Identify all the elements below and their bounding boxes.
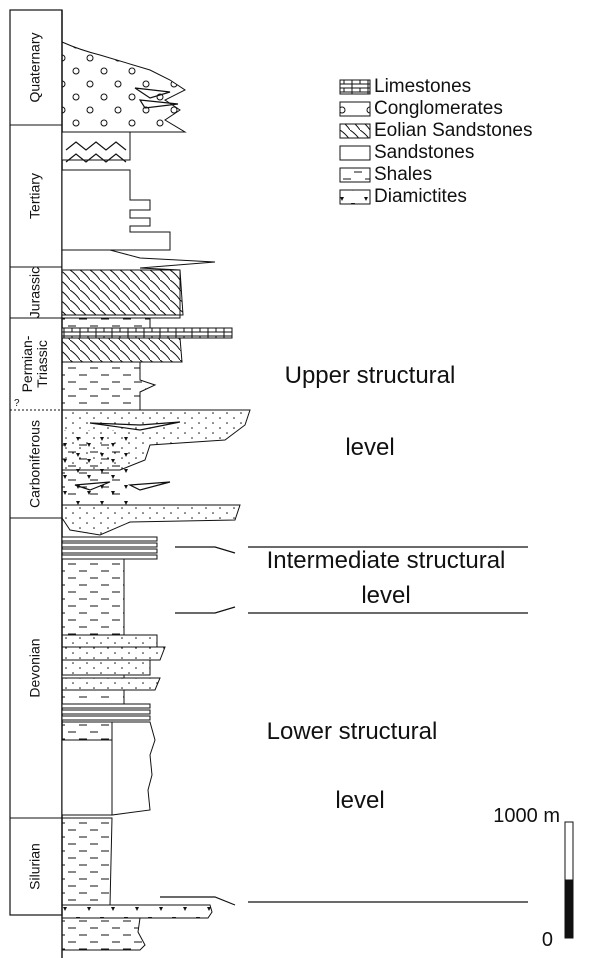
period-label: Triassic — [34, 340, 50, 388]
scale-bar-top — [564, 821, 574, 881]
legend-label: Diamictites — [374, 186, 467, 207]
scale-top-label: 1000 m — [493, 805, 560, 827]
period-label: Devonian — [27, 638, 43, 697]
period-label: Tertiary — [27, 173, 43, 219]
period-label: Jurassic — [27, 267, 43, 318]
legend-label: Shales — [374, 164, 432, 185]
legend-swatch — [339, 123, 371, 139]
period-label: Silurian — [27, 843, 43, 890]
legend-swatch — [339, 189, 371, 205]
scale-bottom-label: 0 — [542, 929, 553, 951]
legend-swatch — [339, 145, 371, 161]
legend-swatch — [339, 101, 371, 117]
level-label: level — [345, 434, 394, 461]
legend-label: Conglomerates — [374, 98, 503, 119]
level-labels: Upper structural level Intermediate struct… — [267, 362, 506, 814]
level-label: Upper structural — [285, 362, 456, 389]
period-label: Carboniferous — [27, 420, 43, 508]
scale-bar-bottom — [564, 879, 574, 939]
level-label: Lower structural — [267, 718, 438, 745]
legend-swatch — [339, 167, 371, 183]
level-label: level — [335, 787, 384, 814]
period-label: Permian- — [19, 335, 35, 392]
legend-label: Eolian Sandstones — [374, 120, 532, 141]
level-label: level — [361, 582, 410, 609]
lithology — [61, 10, 251, 958]
period-label: Quaternary — [27, 32, 43, 102]
legend-label: Limestones — [374, 76, 471, 97]
uncertain-mark: ? — [14, 398, 20, 409]
legend-label: Sandstones — [374, 142, 474, 163]
period-labels: Quaternary Tertiary Jurassic Permian- Triass… — [19, 32, 50, 889]
level-boundaries — [160, 546, 528, 906]
level-label: Intermediate structural — [267, 547, 506, 574]
legend-swatch — [339, 79, 371, 95]
